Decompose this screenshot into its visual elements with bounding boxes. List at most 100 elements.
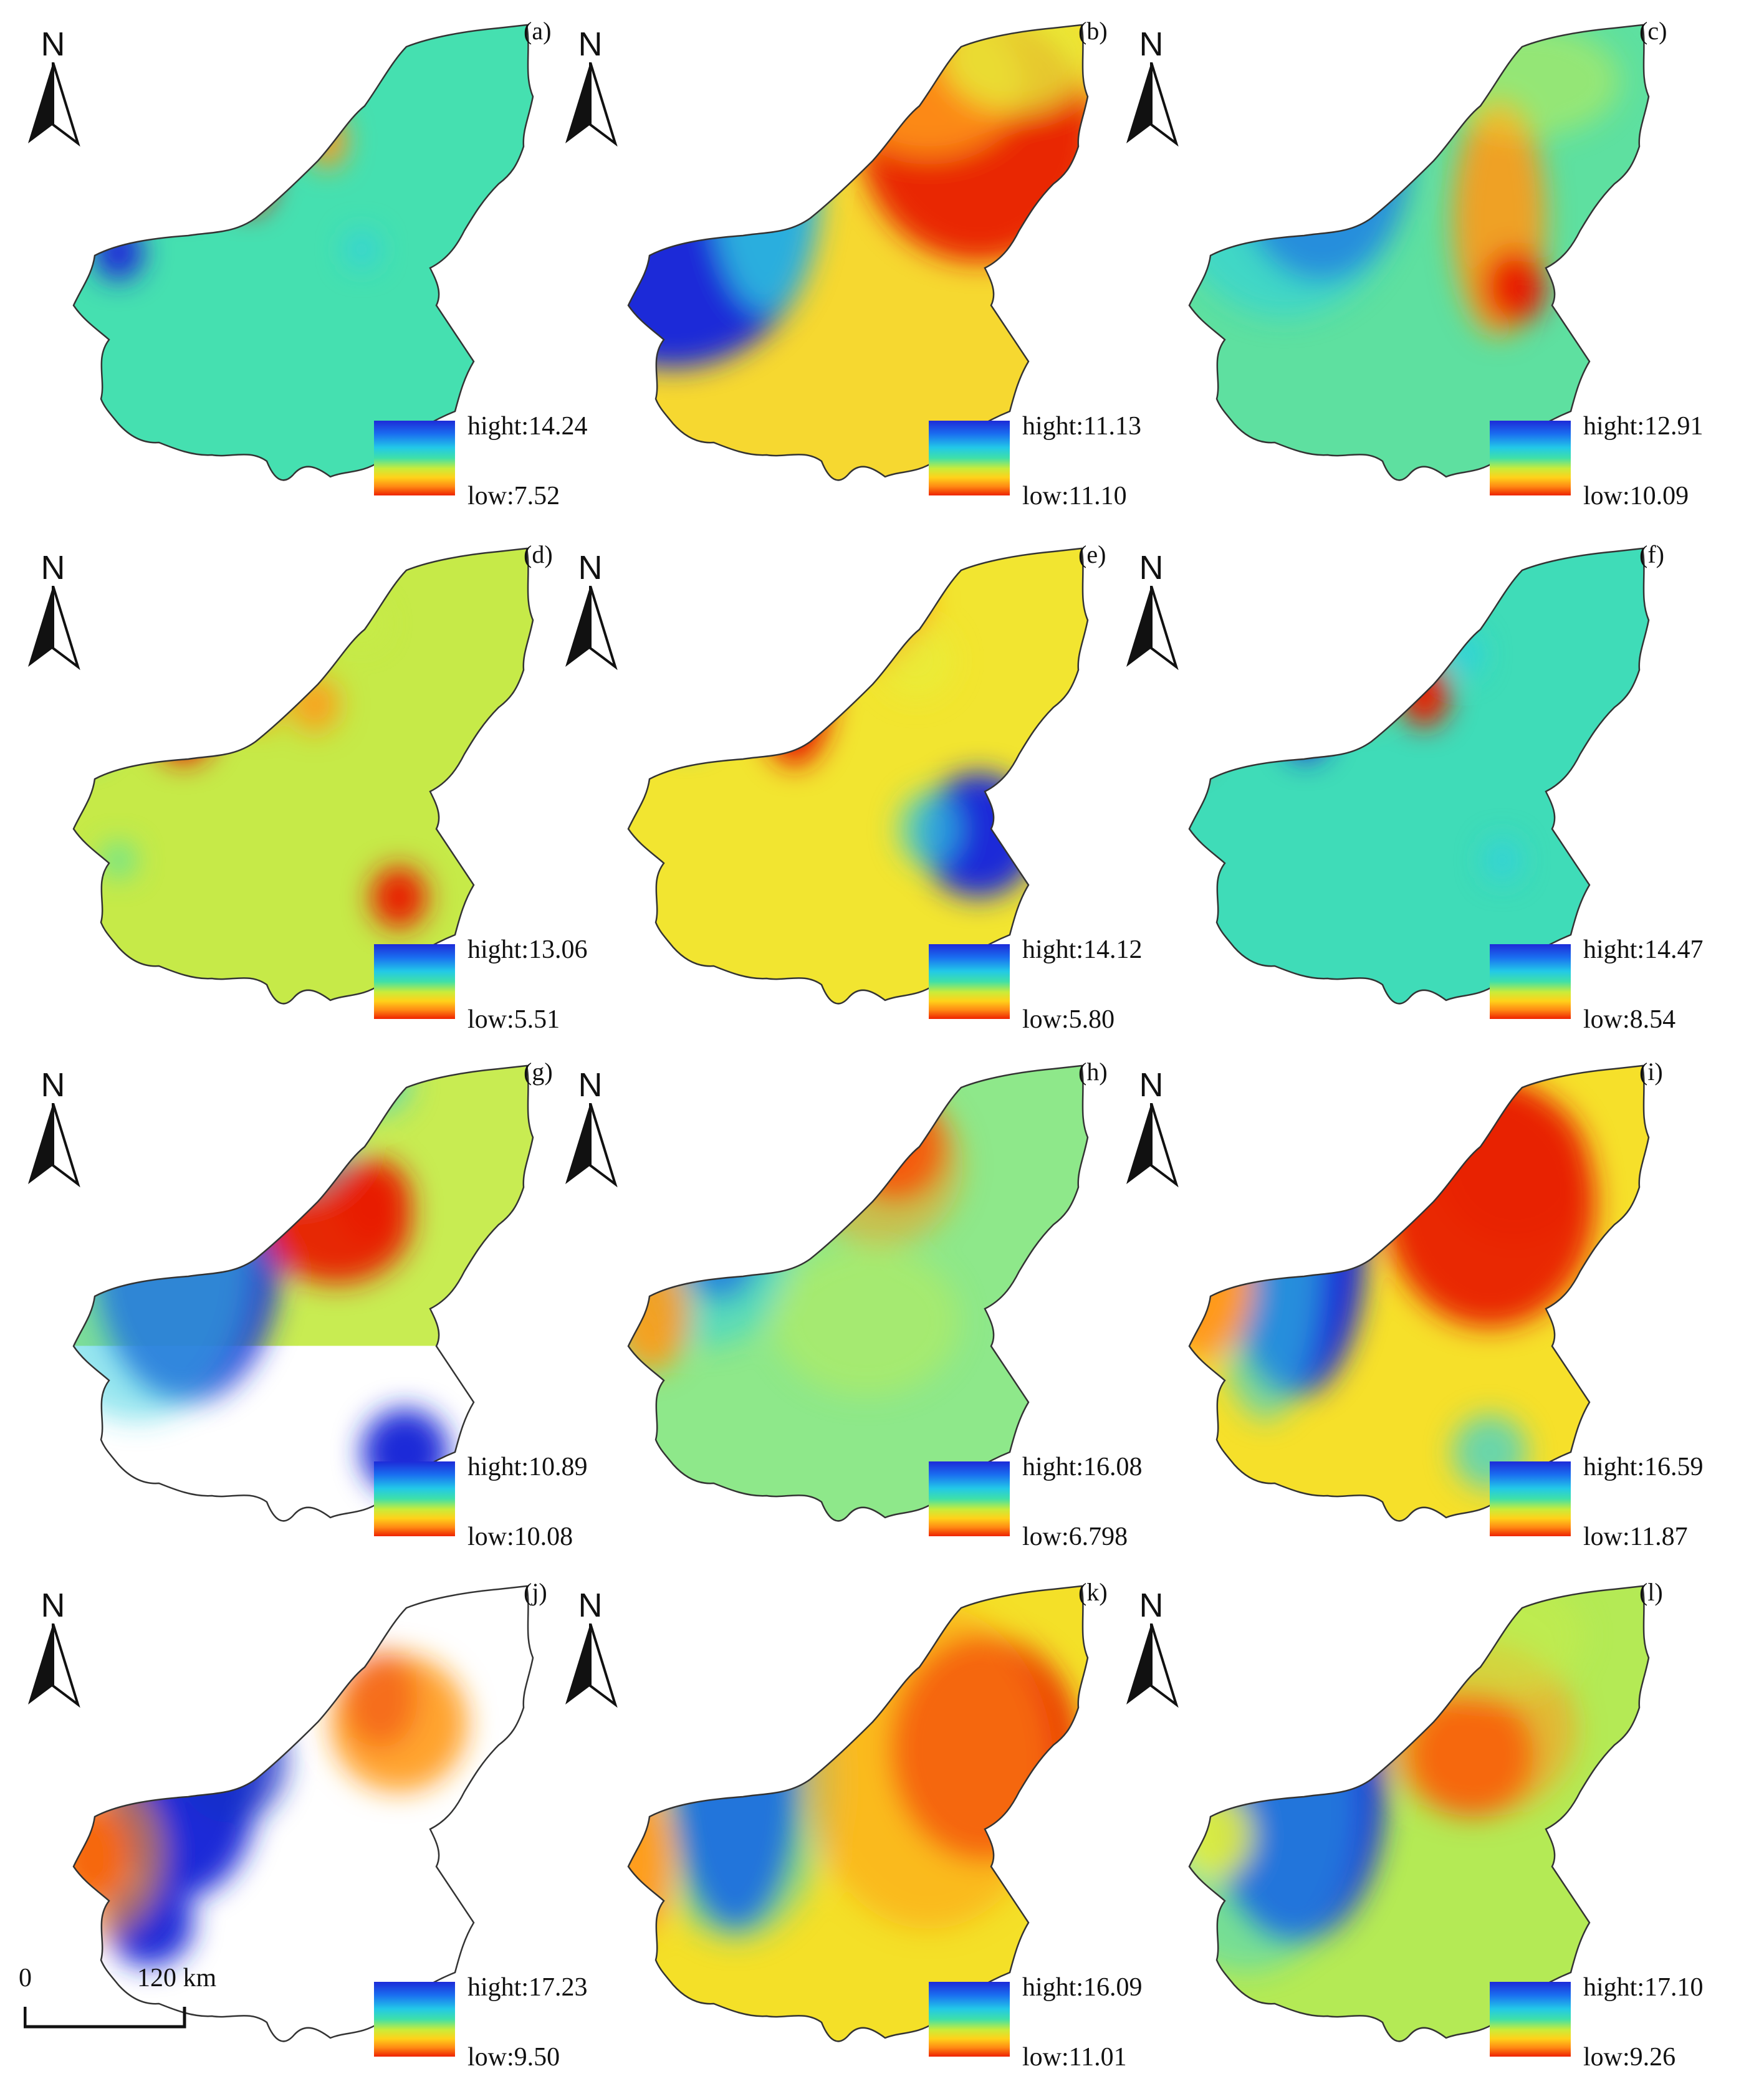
north-label: N <box>1123 25 1179 64</box>
legend-color-ramp <box>1490 421 1571 495</box>
north-arrow-icon <box>1123 1103 1179 1190</box>
north-arrow: N <box>562 1586 618 1711</box>
panel-label: (h) <box>1078 1057 1108 1086</box>
north-label: N <box>562 1586 618 1625</box>
panel-label: (g) <box>524 1057 553 1086</box>
map-panel: (c) Nhight:12.91 low:10.09 <box>1141 12 1689 524</box>
legend-high-label: hight:12.91 <box>1583 411 1704 441</box>
legend-high-label: hight:17.10 <box>1583 1972 1704 2002</box>
north-label: N <box>562 25 618 64</box>
legend-color-ramp <box>374 944 455 1019</box>
legend-low-label: low:11.87 <box>1583 1522 1688 1552</box>
panel-label: (k) <box>1078 1577 1108 1607</box>
legend-high-label: hight:13.06 <box>467 935 588 965</box>
legend-color-ramp <box>929 1461 1010 1536</box>
interpolation-map <box>1141 12 1689 524</box>
legend-color-ramp <box>374 421 455 495</box>
panel-label: (b) <box>1078 16 1108 45</box>
legend-color-ramp <box>374 1461 455 1536</box>
legend-color-ramp <box>929 944 1010 1019</box>
legend-high-label: hight:16.59 <box>1583 1452 1704 1482</box>
north-label: N <box>25 1066 81 1104</box>
legend-high-label: hight:14.12 <box>1022 935 1143 965</box>
north-arrow-icon <box>25 586 81 673</box>
north-arrow-icon <box>562 62 618 150</box>
map-panel: (k) Nhight:16.09 low:11.01 <box>580 1574 1128 2085</box>
north-arrow: N <box>25 1066 81 1190</box>
north-label: N <box>25 548 81 587</box>
interpolation-map <box>25 12 573 524</box>
north-label: N <box>1123 1586 1179 1625</box>
interpolation-map <box>1141 1574 1689 2085</box>
north-arrow: N <box>562 548 618 673</box>
interpolation-map <box>1141 1053 1689 1564</box>
panel-label: (i) <box>1639 1057 1663 1086</box>
north-label: N <box>1123 1066 1179 1104</box>
legend-color-ramp <box>1490 944 1571 1019</box>
legend-low-label: low:5.51 <box>467 1005 560 1035</box>
legend-color-ramp <box>929 1982 1010 2057</box>
interpolation-map <box>580 1053 1128 1564</box>
panel-label: (f) <box>1639 540 1664 569</box>
panel-label: (a) <box>524 16 551 45</box>
map-panel: (f) Nhight:14.47 low:8.54 <box>1141 536 1689 1047</box>
north-arrow-icon <box>562 1623 618 1711</box>
north-label: N <box>562 1066 618 1104</box>
interpolation-map <box>580 536 1128 1047</box>
legend-color-ramp <box>374 1982 455 2057</box>
north-arrow-icon <box>25 1623 81 1711</box>
panel-label: (l) <box>1639 1577 1663 1607</box>
map-panel: (h) Nhight:16.08 low:6.798 <box>580 1053 1128 1564</box>
north-arrow-icon <box>562 586 618 673</box>
legend-color-ramp <box>929 421 1010 495</box>
legend-high-label: hight:16.08 <box>1022 1452 1143 1482</box>
north-label: N <box>562 548 618 587</box>
legend-high-label: hight:14.47 <box>1583 935 1704 965</box>
legend-low-label: low:11.10 <box>1022 481 1127 511</box>
scale-start-label: 0 <box>19 1963 32 1993</box>
scale-end-label: 120 km <box>137 1963 216 1993</box>
legend-low-label: low:10.09 <box>1583 481 1689 511</box>
interpolation-map <box>25 536 573 1047</box>
north-arrow: N <box>1123 548 1179 673</box>
legend-low-label: low:9.26 <box>1583 2042 1675 2072</box>
north-arrow: N <box>562 1066 618 1190</box>
north-arrow-icon <box>1123 586 1179 673</box>
legend-color-ramp <box>1490 1461 1571 1536</box>
scale-bar-line <box>24 2007 192 2032</box>
panel-label: (j) <box>524 1577 547 1607</box>
legend-high-label: hight:10.89 <box>467 1452 588 1482</box>
legend-low-label: low:7.52 <box>467 481 560 511</box>
map-panel: (i) Nhight:16.59 low:11.87 <box>1141 1053 1689 1564</box>
panel-label: (c) <box>1639 16 1667 45</box>
map-panel: (g) Nhight:10.89 low:10.08 <box>25 1053 573 1564</box>
north-arrow: N <box>562 25 618 150</box>
north-arrow: N <box>25 548 81 673</box>
map-panel: (b) Nhight:11.13 low:11.10 <box>580 12 1128 524</box>
north-label: N <box>25 1586 81 1625</box>
panel-label: (d) <box>524 540 553 569</box>
legend-low-label: low:5.80 <box>1022 1005 1114 1035</box>
legend-high-label: hight:11.13 <box>1022 411 1141 441</box>
legend-low-label: low:6.798 <box>1022 1522 1128 1552</box>
north-arrow-icon <box>562 1103 618 1190</box>
legend-high-label: hight:14.24 <box>467 411 588 441</box>
north-arrow-icon <box>1123 1623 1179 1711</box>
legend-low-label: low:11.01 <box>1022 2042 1127 2072</box>
legend-high-label: hight:16.09 <box>1022 1972 1143 2002</box>
interpolation-map <box>25 1053 573 1564</box>
map-panel: (e) Nhight:14.12 low:5.80 <box>580 536 1128 1047</box>
panel-label: (e) <box>1078 540 1106 569</box>
map-panel: (d) Nhight:13.06 low:5.51 <box>25 536 573 1047</box>
scale-bar: 0 120 km <box>19 1963 206 2088</box>
map-panel: (l) Nhight:17.10 low:9.26 <box>1141 1574 1689 2085</box>
interpolation-map <box>1141 536 1689 1047</box>
interpolation-map <box>580 12 1128 524</box>
legend-high-label: hight:17.23 <box>467 1972 588 2002</box>
legend-color-ramp <box>1490 1982 1571 2057</box>
legend-low-label: low:8.54 <box>1583 1005 1675 1035</box>
north-arrow-icon <box>1123 62 1179 150</box>
north-label: N <box>25 25 81 64</box>
north-arrow-icon <box>25 1103 81 1190</box>
legend-low-label: low:9.50 <box>467 2042 560 2072</box>
